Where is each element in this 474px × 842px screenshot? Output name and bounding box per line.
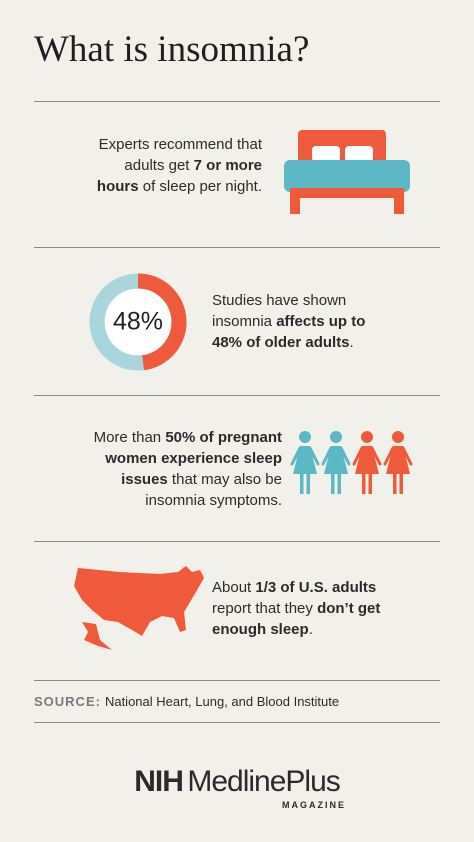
woman-part: [368, 474, 372, 494]
text: More than: [93, 429, 166, 446]
woman-part: [399, 474, 403, 494]
bold-text: 1/3 of U.S. adults: [255, 579, 377, 596]
woman-part: [361, 431, 373, 443]
woman-part: [299, 431, 311, 443]
logo-nih: NIH: [134, 765, 184, 798]
woman-part: [321, 446, 351, 466]
text-line: About 1/3 of U.S. adults: [212, 577, 380, 598]
text: adults get: [124, 157, 194, 174]
text-line: More than 50% of pregnant: [94, 427, 282, 448]
fact-text: About 1/3 of U.S. adults report that they…: [212, 577, 380, 640]
donut-center: [105, 289, 171, 355]
text-line: report that they don’t get: [212, 598, 380, 619]
bold-text: don’t get: [317, 600, 381, 617]
woman-part: [306, 474, 310, 494]
source: SOURCE: National Heart, Lung, and Blood I…: [34, 694, 339, 709]
bold-text: affects up to: [276, 313, 366, 330]
woman-part: [393, 474, 397, 494]
divider: [34, 101, 440, 102]
bold-text: women experience sleep: [105, 450, 282, 467]
woman-part: [290, 446, 320, 466]
logo-sub: MAGAZINE: [282, 800, 346, 810]
text: .: [349, 334, 354, 351]
bold-text: 50% of pregnant: [165, 429, 282, 446]
text-line: insomnia affects up to: [212, 311, 365, 332]
text-line: Experts recommend that: [97, 134, 262, 155]
text-line: enough sleep.: [212, 619, 380, 640]
text: that may also be: [167, 471, 282, 488]
divider: [34, 395, 440, 396]
bold-text: 48% of older adults: [212, 334, 350, 351]
text-line: issues that may also be: [94, 469, 282, 490]
woman-part: [337, 474, 341, 494]
alaska: [82, 622, 112, 650]
title: What is insomnia?: [34, 29, 310, 70]
logo-name: MedlinePlus: [187, 765, 340, 798]
bold-text: 7 or more: [193, 157, 262, 174]
woman-part: [352, 446, 382, 466]
donut-label: 48%: [113, 308, 163, 336]
text: .: [308, 621, 313, 638]
fact-text: Experts recommend that adults get 7 or mo…: [97, 134, 262, 197]
woman-part: [293, 446, 317, 474]
divider: [34, 247, 440, 248]
pillow: [312, 146, 340, 162]
us-map: [74, 566, 204, 636]
woman-part: [330, 431, 342, 443]
bold-text: issues: [121, 471, 168, 488]
bold-text: enough sleep: [212, 621, 309, 638]
woman-part: [362, 474, 366, 494]
woman-part: [331, 474, 335, 494]
bold-text: hours: [96, 178, 139, 195]
bed-frame: [290, 188, 404, 198]
women-icons: [290, 431, 413, 494]
bed-leg: [290, 188, 300, 214]
text-line: women experience sleep: [94, 448, 282, 469]
woman-part: [392, 431, 404, 443]
woman-part: [300, 474, 304, 494]
text: report that they: [212, 600, 318, 617]
pillow: [345, 146, 373, 162]
text-line: Studies have shown: [212, 290, 365, 311]
logo: NIH MedlinePlus MAGAZINE: [0, 765, 474, 810]
source-label: SOURCE:: [34, 694, 101, 709]
fact-text: Studies have shown insomnia affects up to…: [212, 290, 365, 353]
text: of sleep per night.: [138, 178, 262, 195]
fact-text: More than 50% of pregnant women experienc…: [94, 427, 282, 511]
text: Experts recommend that: [98, 136, 262, 153]
text: insomnia symptoms.: [145, 492, 282, 509]
woman-part: [386, 446, 410, 474]
text: Studies have shown: [212, 292, 347, 309]
text: About: [212, 579, 256, 596]
divider: [34, 541, 440, 542]
text-line: insomnia symptoms.: [94, 490, 282, 511]
text: insomnia: [212, 313, 277, 330]
donut-arc: [137, 273, 187, 371]
woman-part: [383, 446, 413, 466]
bed-mattress: [284, 160, 410, 192]
text-line: 48% of older adults.: [212, 332, 365, 353]
text-line: adults get 7 or more: [97, 155, 262, 176]
divider: [34, 722, 440, 723]
bed-leg: [394, 188, 404, 214]
woman-part: [355, 446, 379, 474]
text-line: hours of sleep per night.: [97, 176, 262, 197]
divider: [34, 680, 440, 681]
woman-part: [324, 446, 348, 474]
source-text: National Heart, Lung, and Blood Institut…: [104, 694, 340, 709]
